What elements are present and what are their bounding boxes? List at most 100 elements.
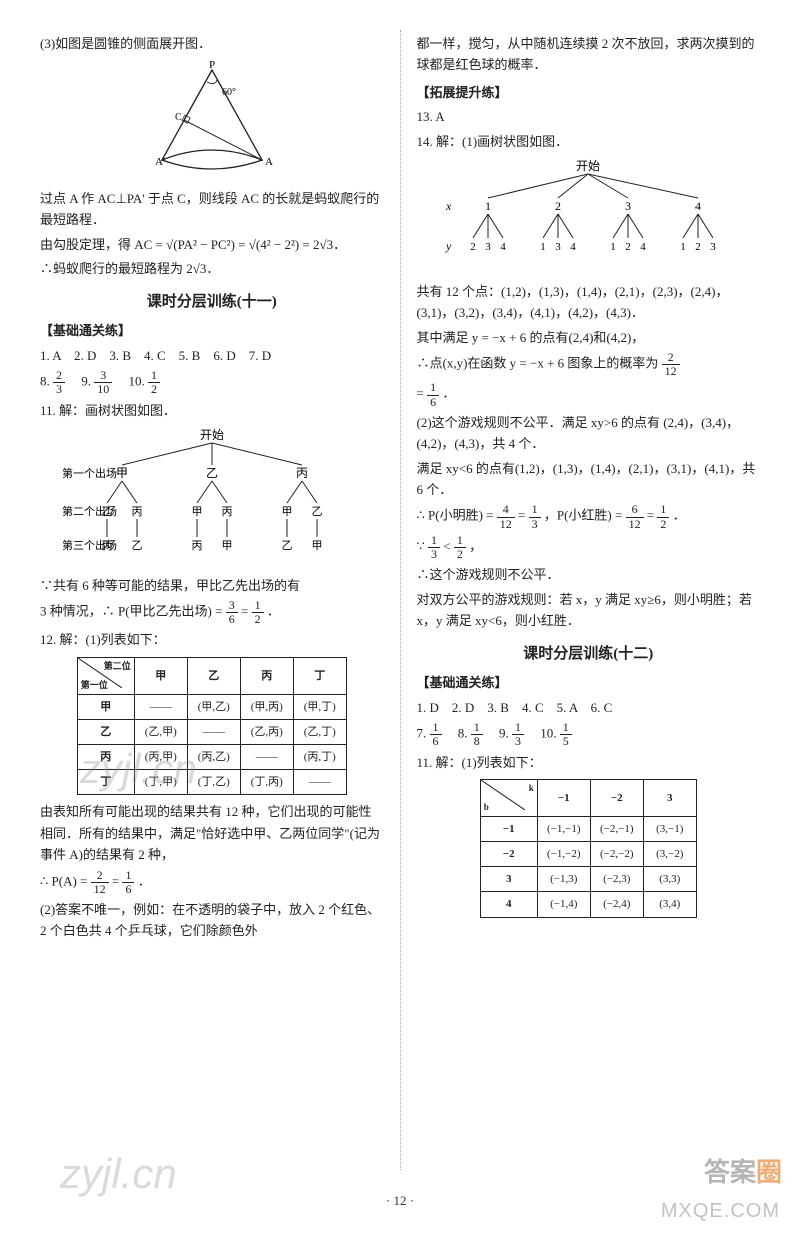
svg-text:乙: 乙 xyxy=(311,505,322,518)
svg-text:y: y xyxy=(445,239,452,253)
a-prime-label: A' xyxy=(155,156,165,168)
text: 由勾股定理，得 AC = xyxy=(40,237,166,252)
text: 共有 12 个点：(1,2)，(1,3)，(1,4)，(2,1)，(2,3)，(… xyxy=(417,281,761,324)
svg-text:甲: 甲 xyxy=(191,506,202,518)
fraction: 13 xyxy=(512,721,524,748)
answers-fractions: 7. 16 8. 18 9. 13 10. 15 xyxy=(417,721,761,748)
svg-text:开始: 开始 xyxy=(576,159,600,173)
svg-text:2: 2 xyxy=(696,241,702,253)
label: 8. xyxy=(40,374,50,389)
text: ． xyxy=(673,508,686,523)
text: ， xyxy=(469,538,482,553)
text: 满足 xy<6 的点有(1,2)，(1,3)，(1,4)，(2,1)，(3,1)… xyxy=(417,458,761,501)
column-divider xyxy=(400,30,401,1170)
text: 3 种情况，∴ P(甲比乙先出场) = 36 = 12 ． xyxy=(40,599,384,626)
svg-text:乙: 乙 xyxy=(206,466,218,480)
fraction: 23 xyxy=(53,369,65,396)
fraction: 18 xyxy=(471,721,483,748)
right-column: 都一样，搅匀，从中随机连续摸 2 次不放回，求两次摸到的球都是红色球的概率． 【… xyxy=(417,30,761,1170)
answers-fractions: 8. 23 9. 310 10. 12 xyxy=(40,369,384,396)
fraction: 612 xyxy=(626,503,644,530)
text: ． xyxy=(442,386,455,401)
brand-a: 答案 xyxy=(704,1157,756,1187)
text: = xyxy=(238,237,249,252)
section-title-12: 课时分层训练(十二) xyxy=(417,642,761,667)
label: 10. xyxy=(129,374,145,389)
c-label: C xyxy=(175,112,182,123)
svg-text:1: 1 xyxy=(611,241,617,253)
section-title-11: 课时分层训练(十一) xyxy=(40,290,384,315)
text: ∴点(x,y)在函数 y = −x + 6 图象上的概率为 212 xyxy=(417,351,761,378)
text: (2)这个游戏规则不公平．满足 xy>6 的点有 (2,4)，(3,4)，(4,… xyxy=(417,412,761,455)
text: 由勾股定理，得 AC = √(PA² − PC²) = √(4² − 2²) =… xyxy=(40,234,384,255)
text: 对双方公平的游戏规则：若 x，y 满足 xy≥6，则小明胜；若 x，y 满足 x… xyxy=(417,589,761,632)
brand-watermark: 答案圈 xyxy=(704,1152,782,1189)
text: ∴点(x,y)在函数 y = −x + 6 图象上的概率为 xyxy=(417,356,662,371)
fraction: 12 xyxy=(454,534,466,561)
text: ∴蚂蚁爬行的最短路程为 2√3． xyxy=(40,258,384,279)
two-columns: (3)如图是圆锥的侧面展开图． P 60° C A' A 过点 A 作 A xyxy=(40,30,760,1170)
text: ∴ P(A) = 212 = 16 ． xyxy=(40,869,384,896)
svg-text:乙: 乙 xyxy=(131,539,142,552)
text: 14. 解：(1)画树状图如图． xyxy=(417,131,761,152)
text: ∴ P(A) = xyxy=(40,873,91,888)
text: = 2√3． xyxy=(302,237,346,252)
q11-head: 11. 解：画树状图如图． xyxy=(40,400,384,421)
fraction: 15 xyxy=(560,721,572,748)
text: ∴这个游戏规则不公平． xyxy=(417,564,761,585)
svg-text:x: x xyxy=(445,199,452,213)
label: 9. xyxy=(499,726,509,741)
text: ∴ P(小明胜) = 412 = 13 ，P(小红胜) = 612 = 12 ． xyxy=(417,503,761,530)
svg-text:1: 1 xyxy=(541,241,547,253)
svg-text:3: 3 xyxy=(556,241,562,253)
fraction: 13 xyxy=(428,534,440,561)
formula: √(4² − 2²) xyxy=(249,237,299,252)
text: = xyxy=(647,508,658,523)
fraction: 212 xyxy=(662,351,680,378)
text: 都一样，搅匀，从中随机连续摸 2 次不放回，求两次摸到的球都是红色球的概率． xyxy=(417,33,761,76)
subsection-a: 【基础通关练】 xyxy=(40,320,384,341)
fraction: 310 xyxy=(94,369,112,396)
svg-text:2: 2 xyxy=(626,241,632,253)
fraction: 412 xyxy=(497,503,515,530)
svg-text:2: 2 xyxy=(471,241,477,253)
tree-diagram-2: 开始 x 1 2 3 4 y 234 134 xyxy=(417,158,761,274)
svg-text:甲: 甲 xyxy=(311,540,322,552)
fraction: 12 xyxy=(252,599,264,626)
svg-text:1: 1 xyxy=(485,199,491,213)
svg-text:4: 4 xyxy=(571,241,577,253)
text: ∵ xyxy=(417,538,429,553)
svg-text:3: 3 xyxy=(711,241,717,253)
text: 13. A xyxy=(417,106,761,127)
apex-label: P xyxy=(209,60,215,71)
table-q12: 第二位第一位甲乙丙丁甲——(甲,乙)(甲,丙)(甲,丁)乙(乙,甲)——(乙,丙… xyxy=(77,657,347,796)
svg-text:乙: 乙 xyxy=(281,539,292,552)
text: ∴ P(小明胜) = xyxy=(417,508,497,523)
label: 10. xyxy=(540,726,556,741)
a-label: A xyxy=(265,156,273,168)
label: 9. xyxy=(81,374,91,389)
subsection-b: 【拓展提升练】 xyxy=(417,82,761,103)
fraction: 12 xyxy=(148,369,160,396)
svg-text:4: 4 xyxy=(695,199,701,213)
svg-text:2: 2 xyxy=(555,199,561,213)
page: (3)如图是圆锥的侧面展开图． P 60° C A' A 过点 A 作 A xyxy=(0,0,800,1237)
left-column: (3)如图是圆锥的侧面展开图． P 60° C A' A 过点 A 作 A xyxy=(40,30,384,1170)
text: = xyxy=(112,873,123,888)
svg-text:甲: 甲 xyxy=(281,506,292,518)
svg-text:丙: 丙 xyxy=(131,506,142,518)
text: = xyxy=(241,604,252,619)
text: ． xyxy=(138,873,151,888)
text: 过点 A 作 AC⊥PA' 于点 C，则线段 AC 的长就是蚂蚁爬行的最短路程． xyxy=(40,188,384,231)
svg-text:第一个出场: 第一个出场 xyxy=(62,466,117,480)
subsection-c: 【基础通关练】 xyxy=(417,672,761,693)
svg-text:3: 3 xyxy=(486,241,492,253)
tree-diagram-1: 开始 第一个出场 甲 乙 丙 第二个出场 乙丙 甲丙 甲乙 第三个 xyxy=(40,427,384,568)
svg-text:开始: 开始 xyxy=(200,428,224,442)
svg-text:3: 3 xyxy=(625,199,631,213)
text: (3)如图是圆锥的侧面展开图． xyxy=(40,33,384,54)
fraction: 13 xyxy=(529,503,541,530)
angle-label: 60° xyxy=(222,87,236,98)
svg-text:4: 4 xyxy=(501,241,507,253)
answers-line: 1. D 2. D 3. B 4. C 5. A 6. C xyxy=(417,697,761,718)
